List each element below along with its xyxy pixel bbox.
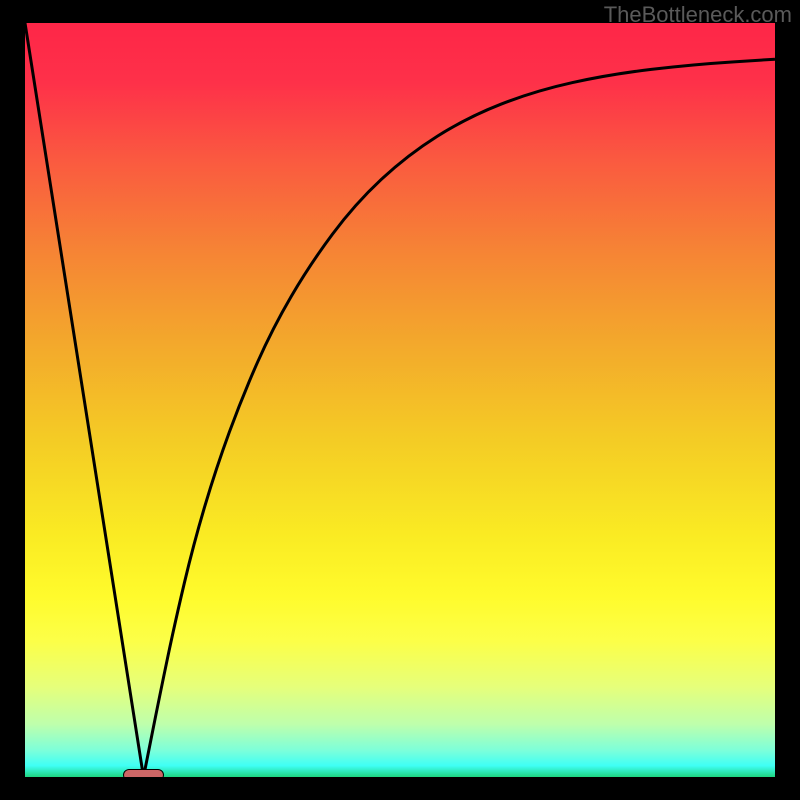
watermark-text: TheBottleneck.com [604, 2, 792, 28]
chart-container: TheBottleneck.com [0, 0, 800, 800]
plot-area [25, 23, 775, 777]
minimum-marker [123, 769, 164, 781]
curve-layer [25, 23, 775, 777]
bottleneck-curve [25, 23, 775, 777]
